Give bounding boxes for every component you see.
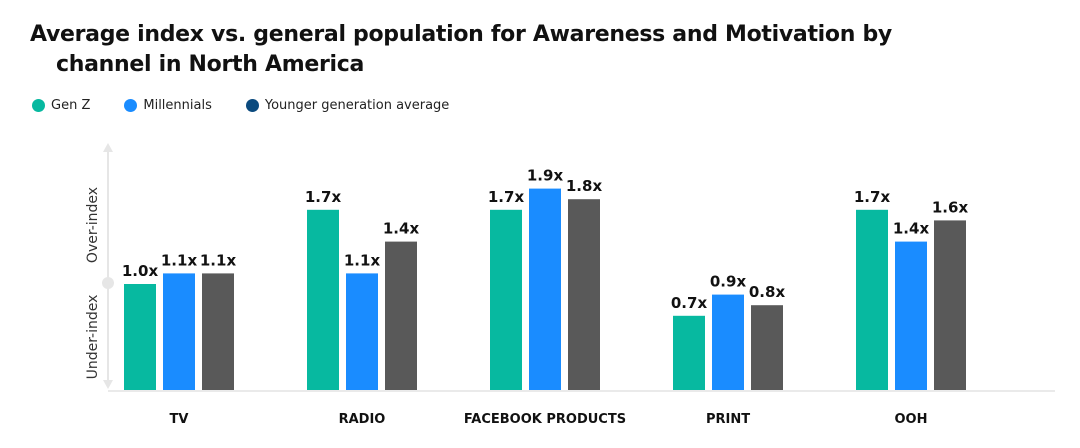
y-label-under-index: Under-index — [85, 295, 101, 380]
legend-item-younger-average: Younger generation average — [245, 98, 450, 113]
bar — [202, 273, 234, 390]
data-label: 1.8x — [566, 177, 603, 195]
bar — [895, 241, 927, 390]
legend: Gen Z Millennials Younger generation ave… — [32, 98, 483, 113]
legend-item-gen-z: Gen Z — [32, 98, 90, 113]
bar — [529, 188, 561, 390]
bar — [673, 315, 705, 390]
data-label: 1.7x — [488, 188, 525, 206]
bar — [385, 241, 417, 390]
bar — [490, 209, 522, 390]
chart-title: Average index vs. general population for… — [30, 20, 892, 80]
legend-label: Millennials — [143, 98, 212, 113]
data-label: 0.7x — [671, 294, 708, 312]
bar — [163, 273, 195, 390]
legend-dot — [245, 99, 259, 112]
bar — [934, 220, 966, 390]
bar — [568, 199, 600, 390]
legend-dot — [124, 99, 138, 112]
x-tick-label: OOH — [895, 412, 928, 427]
legend-dot — [32, 99, 45, 112]
y-label-over-index: Over-index — [85, 187, 101, 263]
data-label: 1.9x — [527, 167, 564, 185]
data-label: 1.1x — [344, 251, 381, 269]
data-label: 0.9x — [710, 273, 747, 291]
data-label: 1.1x — [200, 251, 237, 269]
arrow-down-icon — [103, 380, 113, 389]
bar — [124, 284, 156, 390]
bar — [856, 209, 888, 390]
bar — [346, 273, 378, 390]
legend-label: Gen Z — [51, 98, 91, 113]
data-label: 1.7x — [305, 188, 342, 206]
axis-midpoint — [102, 277, 114, 289]
bar — [307, 209, 339, 390]
title-line-1: Average index vs. general population for… — [30, 22, 892, 47]
legend-label: Younger generation average — [264, 98, 450, 113]
data-label: 1.4x — [893, 220, 930, 238]
title-line-2: channel in North America — [56, 52, 365, 77]
bar — [712, 294, 744, 390]
data-label: 1.6x — [932, 198, 969, 216]
bar — [751, 305, 783, 390]
data-label: 0.8x — [749, 283, 786, 301]
legend-item-millennials: Millennials — [124, 98, 212, 113]
data-label: 1.0x — [122, 262, 159, 280]
data-label: 1.1x — [161, 251, 198, 269]
data-label: 1.7x — [854, 188, 891, 206]
x-tick-label: PRINT — [706, 412, 750, 427]
x-tick-label: RADIO — [339, 412, 386, 427]
data-label: 1.4x — [383, 220, 420, 238]
x-tick-label: TV — [170, 412, 189, 427]
x-tick-label: FACEBOOK PRODUCTS — [464, 412, 626, 427]
arrow-up-icon — [103, 143, 113, 152]
